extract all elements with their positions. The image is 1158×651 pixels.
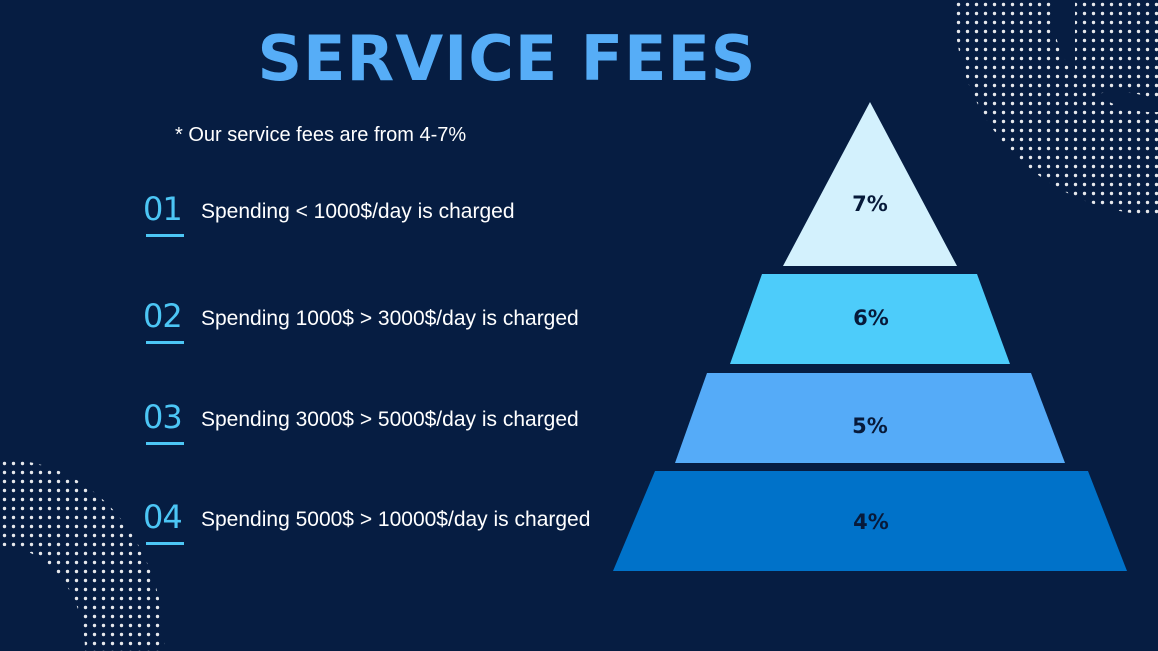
tier-underline — [146, 234, 184, 237]
tier-underline — [146, 542, 184, 545]
pyramid-level-1-label: 7% — [852, 192, 888, 216]
pyramid-level-2-label: 6% — [853, 306, 889, 330]
pyramid-level-3 — [675, 373, 1065, 463]
page-title: SERVICE FEES — [257, 22, 757, 95]
dots-bottom-left — [0, 459, 166, 651]
pyramid-level-4-label: 4% — [853, 510, 889, 534]
tier-number: 03 — [143, 398, 183, 436]
tier-number: 04 — [143, 498, 183, 536]
tier-description: Spending < 1000$/day is charged — [201, 200, 515, 223]
pyramid-level-1 — [783, 102, 957, 266]
pyramid-level-3-label: 5% — [852, 414, 888, 438]
tier-underline — [146, 341, 184, 344]
pyramid-level-2 — [730, 274, 1010, 364]
tier-number: 02 — [143, 297, 183, 335]
tier-number: 01 — [143, 190, 183, 228]
dots-top-right — [954, 0, 1158, 215]
tier-description: Spending 3000$ > 5000$/day is charged — [201, 408, 579, 431]
tier-description: Spending 5000$ > 10000$/day is charged — [201, 508, 591, 531]
pyramid-level-4 — [613, 471, 1127, 571]
tier-description: Spending 1000$ > 3000$/day is charged — [201, 307, 579, 330]
tier-underline — [146, 442, 184, 445]
fee-note: * Our service fees are from 4-7% — [175, 124, 467, 146]
